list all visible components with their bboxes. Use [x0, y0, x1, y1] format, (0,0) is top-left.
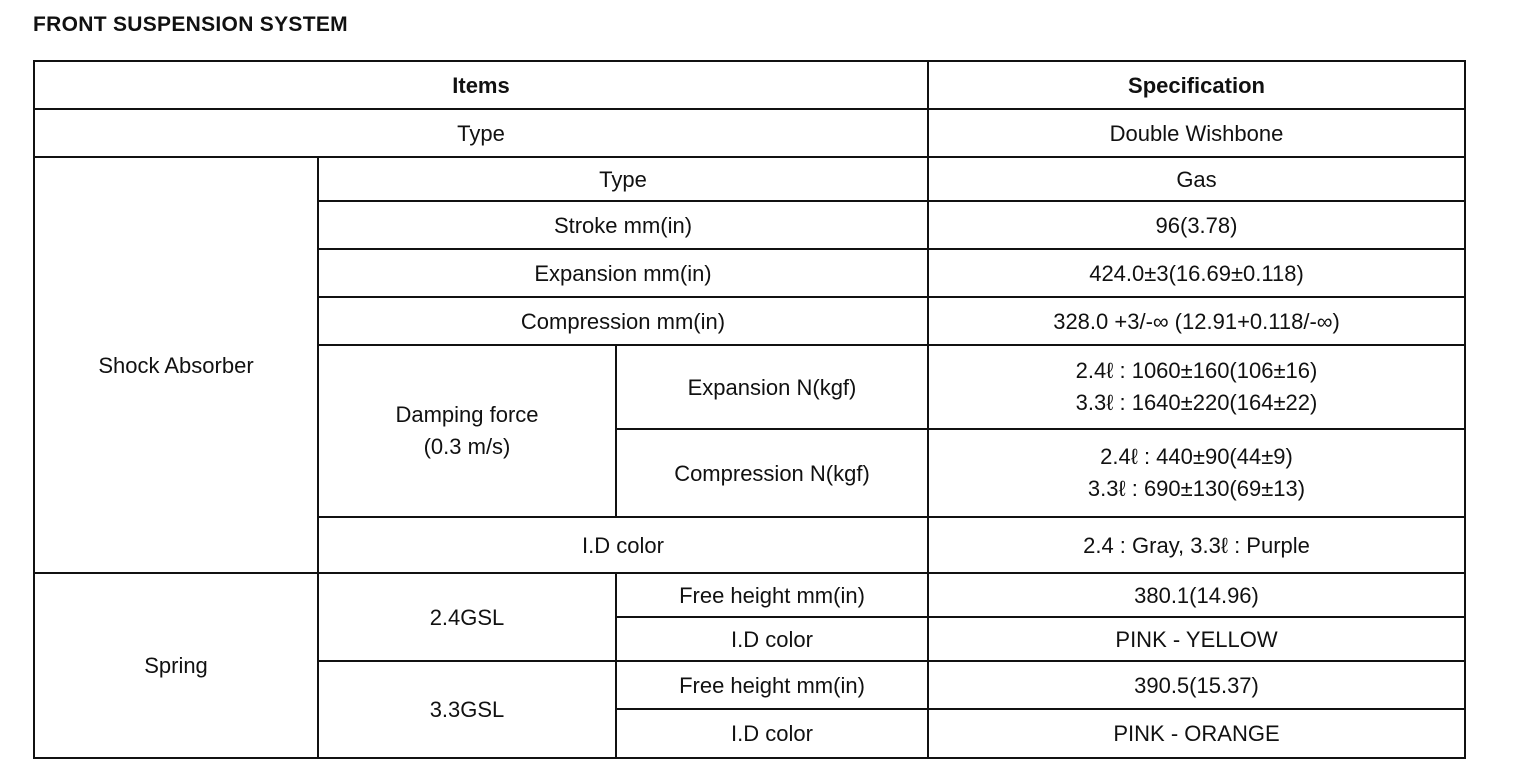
table-row: Type Double Wishbone	[33, 108, 1466, 158]
expansion-label: Expansion mm(in)	[317, 248, 929, 298]
table-row: Damping force (0.3 m/s) Expansion N(kgf)…	[34, 344, 1466, 518]
damping-expansion-value: 2.4ℓ : 1060±160(106±16) 3.3ℓ : 1640±220(…	[927, 344, 1466, 430]
compression-value: 328.0 +3/-∞ (12.91+0.118/-∞)	[927, 296, 1466, 346]
header-row: Items Specification	[33, 60, 1466, 110]
table-row: Expansion mm(in) 424.0±3(16.69±0.118)	[34, 248, 1466, 298]
gsl24-free-height-value: 380.1(14.96)	[927, 572, 1466, 618]
table-row: I.D color PINK - ORANGE	[34, 708, 1466, 759]
gsl33-id-color-value: PINK - ORANGE	[927, 708, 1466, 759]
type-value: Double Wishbone	[927, 108, 1466, 158]
damping-force-label: Damping force (0.3 m/s)	[317, 344, 617, 518]
value-line: 2.4ℓ : 1060±160(106±16)	[1075, 358, 1318, 383]
gsl24-id-color-value: PINK - YELLOW	[927, 616, 1466, 662]
document-title: FRONT SUSPENSION SYSTEM	[33, 13, 348, 36]
type-label: Type	[33, 108, 929, 158]
shock-type-label: Type	[317, 156, 929, 202]
damping-force-title: Damping force	[395, 402, 539, 427]
gsl33-id-color-label: I.D color	[615, 708, 929, 759]
items-header: Items	[33, 60, 929, 110]
table-row: Compression mm(in) 328.0 +3/-∞ (12.91+0.…	[34, 296, 1466, 346]
table-row: Stroke mm(in) 96(3.78)	[34, 200, 1466, 250]
shock-absorber-label: Shock Absorber	[33, 156, 319, 574]
spec-table: Items Specification Type Double Wishbone…	[33, 60, 1466, 759]
damping-expansion-label: Expansion N(kgf)	[615, 344, 929, 430]
gsl33-label: 3.3GSL	[317, 660, 617, 759]
expansion-value: 424.0±3(16.69±0.118)	[927, 248, 1466, 298]
damping-compression-label: Compression N(kgf)	[615, 428, 929, 518]
table-row: 3.3GSL Free height mm(in) 390.5(15.37)	[34, 660, 1466, 759]
shock-id-color-value: 2.4 : Gray, 3.3ℓ : Purple	[927, 516, 1466, 574]
damping-compression-value: 2.4ℓ : 440±90(44±9) 3.3ℓ : 690±130(69±13…	[927, 428, 1466, 518]
damping-force-speed: (0.3 m/s)	[423, 434, 511, 459]
table-row: I.D color 2.4 : Gray, 3.3ℓ : Purple	[34, 516, 1466, 574]
gsl33-free-height-label: Free height mm(in)	[615, 660, 929, 710]
stroke-label: Stroke mm(in)	[317, 200, 929, 250]
gsl24-label: 2.4GSL	[317, 572, 617, 662]
compression-label: Compression mm(in)	[317, 296, 929, 346]
value-line: 3.3ℓ : 690±130(69±13)	[1087, 476, 1306, 501]
shock-type-value: Gas	[927, 156, 1466, 202]
value-line: 3.3ℓ : 1640±220(164±22)	[1075, 390, 1318, 415]
gsl33-free-height-value: 390.5(15.37)	[927, 660, 1466, 710]
spring-label: Spring	[33, 572, 319, 759]
gsl24-free-height-label: Free height mm(in)	[615, 572, 929, 618]
table-row: I.D color PINK - YELLOW	[34, 616, 1466, 662]
table-row: Shock Absorber Type Gas	[33, 156, 1466, 574]
table-row: Spring 2.4GSL Free height mm(in) 380.1(1…	[33, 572, 1466, 759]
gsl24-id-color-label: I.D color	[615, 616, 929, 662]
stroke-value: 96(3.78)	[927, 200, 1466, 250]
specification-header: Specification	[927, 60, 1466, 110]
shock-id-color-label: I.D color	[317, 516, 929, 574]
table-row: Compression N(kgf) 2.4ℓ : 440±90(44±9) 3…	[34, 428, 1466, 518]
value-line: 2.4ℓ : 440±90(44±9)	[1100, 444, 1293, 469]
